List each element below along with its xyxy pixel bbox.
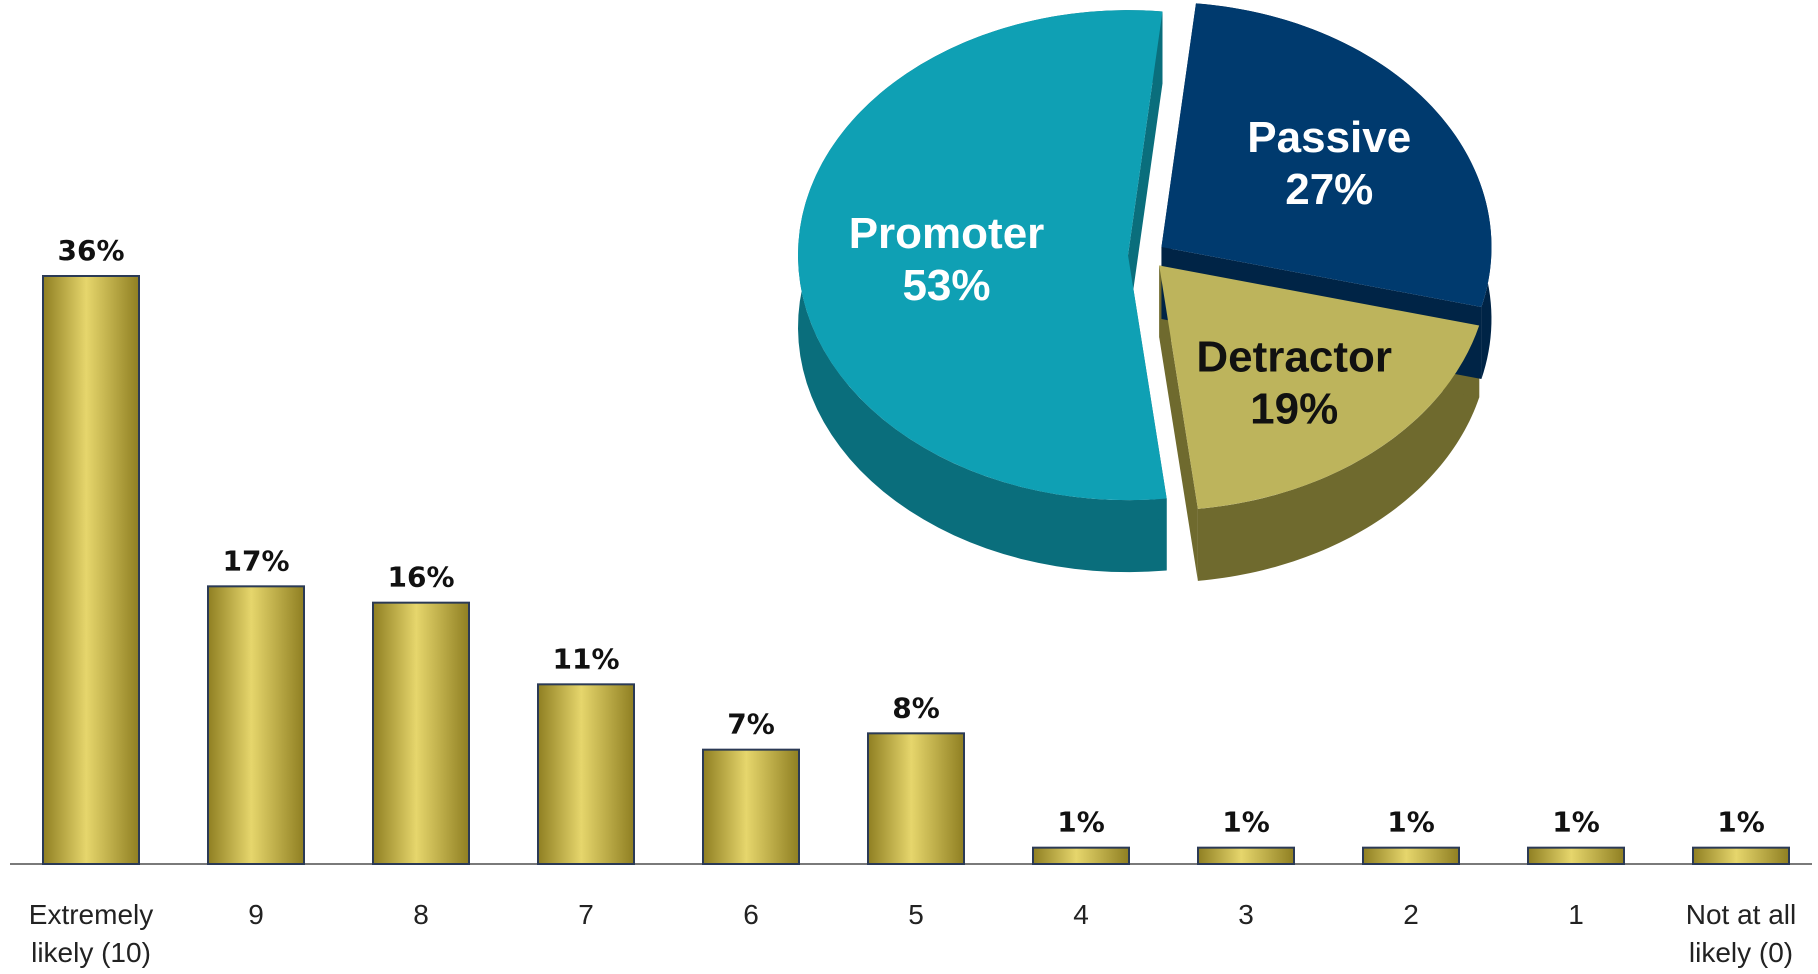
bar [1362, 846, 1460, 866]
bar-data-label: 36% [57, 234, 124, 267]
pie-slice [798, 10, 1167, 501]
x-tick-label: 1 [1568, 899, 1584, 930]
bar [1692, 846, 1790, 866]
x-tick-label: 3 [1238, 899, 1254, 930]
bar-data-label: 1% [1057, 806, 1105, 839]
pie-slice-label: Promoter 53% [849, 209, 1045, 310]
x-tick-label: 6 [743, 899, 759, 930]
bar-data-label: 16% [387, 561, 454, 594]
x-tick-label: 2 [1403, 899, 1419, 930]
bar [1527, 846, 1625, 866]
bar-data-label: 7% [727, 708, 775, 741]
bar [372, 601, 470, 866]
bar-chart: 36%Extremely likely (10)17%916%811%77%68%… [10, 234, 1812, 968]
bar-data-label: 1% [1552, 806, 1600, 839]
pie-slice-cut-face [1159, 265, 1198, 581]
bar-data-label: 11% [552, 642, 619, 675]
bar [702, 748, 800, 866]
pie-slice-cut-face [1128, 11, 1163, 328]
pie-slice-label: Detractor 19% [1196, 333, 1392, 434]
bar-data-label: 1% [1717, 806, 1765, 839]
bar [42, 275, 140, 865]
pie-slice [1159, 265, 1480, 509]
pie-slice-side [1197, 325, 1480, 581]
bar [207, 585, 305, 865]
x-tick-label: 4 [1073, 899, 1089, 930]
bar [867, 732, 965, 865]
x-tick-label: 7 [578, 899, 594, 930]
bar-data-label: 17% [222, 544, 289, 577]
x-tick-label: Extremely likely (10) [29, 899, 153, 968]
bar-data-label: 8% [892, 691, 940, 724]
bar [1032, 846, 1130, 866]
pie-chart: Promoter 53% Detractor 19% Passive 27% [798, 3, 1492, 581]
pie-slice-label: Passive 27% [1247, 113, 1411, 214]
bar [1197, 846, 1295, 866]
bar [537, 683, 635, 865]
x-tick-label: 5 [908, 899, 924, 930]
bar-data-label: 1% [1222, 806, 1270, 839]
x-tick-label: Not at all likely (0) [1686, 899, 1797, 968]
pie-slice [1161, 3, 1492, 308]
bar-data-label: 1% [1387, 806, 1435, 839]
x-tick-label: 8 [413, 899, 429, 930]
x-tick-label: 9 [248, 899, 264, 930]
